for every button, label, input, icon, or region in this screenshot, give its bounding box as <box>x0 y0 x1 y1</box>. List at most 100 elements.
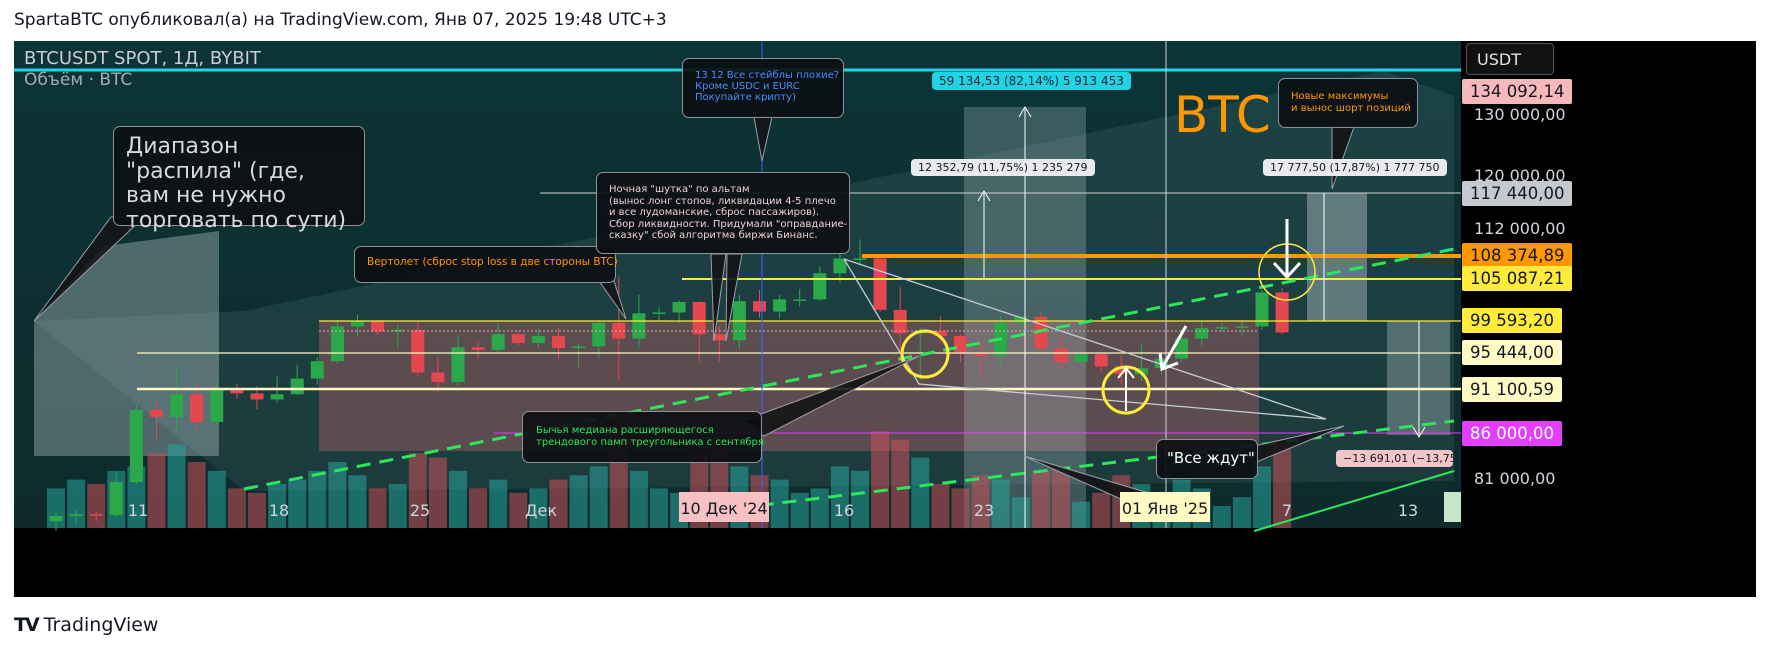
candle[interactable] <box>330 326 344 362</box>
candle[interactable] <box>1195 328 1209 339</box>
all-waiting-callout: "Все ждут" <box>1156 439 1258 479</box>
volume-bar <box>991 479 1010 528</box>
candle[interactable] <box>109 482 123 516</box>
volume-bar <box>851 470 869 528</box>
candle[interactable] <box>351 321 364 327</box>
x-label-16: 16 <box>833 501 855 520</box>
bull-median-line-1: Бычья медиана расширяющегося <box>536 425 714 436</box>
chart-frame[interactable]: BTCUSDT SPOT, 1Д, BYBIT Объём · BTC USDT… <box>14 41 1756 597</box>
range-callout-text: Диапазон "распила" (где, вам не нужно то… <box>126 134 347 233</box>
candle[interactable] <box>89 514 103 516</box>
volume-bar <box>87 484 106 528</box>
tradingview-brand[interactable]: TV TradingView <box>14 614 158 636</box>
candle[interactable] <box>612 322 626 339</box>
volume-bar <box>449 470 467 528</box>
candle[interactable] <box>250 393 264 400</box>
volume-bar <box>348 475 367 528</box>
candle[interactable] <box>933 330 947 336</box>
candle[interactable] <box>1074 354 1088 363</box>
lower-trend-line <box>1253 470 1455 532</box>
candle[interactable] <box>833 258 847 274</box>
candle[interactable] <box>592 322 606 347</box>
volume-indicator-title[interactable]: Объём · BTC <box>24 70 133 90</box>
candle[interactable] <box>270 394 284 400</box>
candle[interactable] <box>552 335 565 349</box>
candle[interactable] <box>632 313 646 339</box>
candle[interactable] <box>230 389 244 394</box>
candle[interactable] <box>491 334 505 350</box>
candle[interactable] <box>411 329 425 373</box>
volume-bar <box>971 475 990 528</box>
new-highs-callout: Новые максимумы и вынос шорт позиций <box>1278 78 1418 128</box>
candle[interactable] <box>511 334 525 343</box>
candle[interactable] <box>572 346 586 349</box>
candle[interactable] <box>190 394 204 423</box>
x-label-7: 7 <box>1281 501 1293 520</box>
stablecoins-line-1: 13 12 Все стейблы плохие? <box>695 70 840 81</box>
volume-bar <box>509 492 528 528</box>
candle[interactable] <box>1235 326 1249 328</box>
night-callout-tail-1 <box>710 253 727 342</box>
measure-label-2: 12 352,79 (11,75%) 1 235 279 <box>911 159 1095 176</box>
candle[interactable] <box>49 516 63 522</box>
candle[interactable] <box>170 394 184 417</box>
candle[interactable] <box>69 514 83 517</box>
candle[interactable] <box>150 409 163 417</box>
volume-bar <box>308 470 327 528</box>
volume-bar <box>1072 501 1091 528</box>
candle[interactable] <box>692 302 706 335</box>
night-joke-line-2: (вынос лонг стопов, ликвидации 4-5 плечо <box>609 195 836 207</box>
candle[interactable] <box>773 299 787 312</box>
buy-arrow-head <box>1158 352 1179 372</box>
candle[interactable] <box>1255 292 1269 327</box>
y-label-120000: 120 000,00 <box>1474 166 1566 185</box>
candle[interactable] <box>1275 292 1289 333</box>
candle[interactable] <box>1014 316 1028 323</box>
currency-button[interactable]: USDT <box>1466 43 1554 75</box>
candle[interactable] <box>471 347 485 350</box>
chart-svg[interactable] <box>14 41 1756 597</box>
symbol-title[interactable]: BTCUSDT SPOT, 1Д, BYBIT <box>24 48 261 69</box>
candle[interactable] <box>753 301 766 312</box>
x-label-25: 25 <box>409 501 431 520</box>
candle[interactable] <box>290 378 304 395</box>
volume-bar <box>1052 466 1070 528</box>
candle[interactable] <box>371 321 385 332</box>
volume-bar <box>830 466 849 528</box>
candle[interactable] <box>1215 327 1229 329</box>
candle[interactable] <box>210 389 224 423</box>
candle[interactable] <box>813 273 827 300</box>
candle[interactable] <box>1114 366 1128 375</box>
candle[interactable] <box>451 347 465 383</box>
candle[interactable] <box>531 335 545 343</box>
volume-bar <box>328 462 347 528</box>
candle[interactable] <box>974 353 988 356</box>
candle[interactable] <box>793 299 807 301</box>
candle[interactable] <box>652 312 666 314</box>
candles[interactable] <box>49 239 1289 531</box>
night-joke-line-1: Ночная "шутка" по альтам <box>609 184 750 195</box>
volume-bar <box>408 453 427 528</box>
volume-bar <box>388 484 407 528</box>
candle[interactable] <box>1054 348 1068 363</box>
buy-arrow <box>1160 325 1188 369</box>
x-highlight-edge-box <box>1444 492 1461 522</box>
measure-arrow-4-head <box>1412 426 1426 438</box>
candle[interactable] <box>1094 354 1108 367</box>
measure-label-1: 59 134,53 (82,14%) 5 913 453 <box>932 72 1131 90</box>
candle[interactable] <box>310 361 324 379</box>
candle[interactable] <box>391 329 405 332</box>
night-joke-line-4: Сбор ликвидности. Придумали "оправдание- <box>609 218 848 230</box>
candle[interactable] <box>712 334 726 341</box>
x-label-11: 11 <box>127 501 149 520</box>
candle[interactable] <box>954 335 967 354</box>
candle[interactable] <box>129 409 143 483</box>
volume-bar <box>288 479 307 528</box>
candle[interactable] <box>873 258 887 310</box>
candle[interactable] <box>672 302 686 313</box>
volume-bar <box>1092 492 1111 528</box>
volume-bar <box>629 470 648 528</box>
candle[interactable] <box>853 258 867 261</box>
candle[interactable] <box>431 372 445 383</box>
x-label-dec: Дек <box>524 501 558 520</box>
